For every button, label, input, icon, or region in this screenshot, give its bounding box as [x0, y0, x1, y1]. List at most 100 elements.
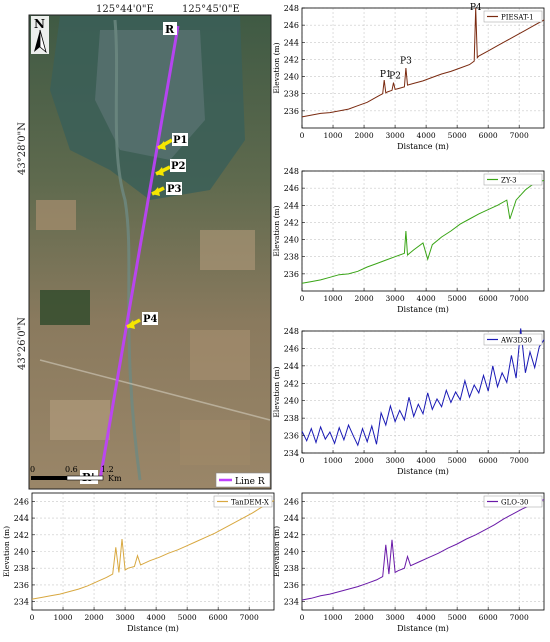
legend-label: GLO-30 [501, 499, 529, 507]
annotation-label: P2 [389, 72, 401, 82]
annotation-label: P4 [470, 3, 482, 13]
y-tick-label: 236 [284, 270, 299, 279]
x-tick-label: 2000 [355, 456, 374, 465]
x-tick-label: 3000 [386, 456, 405, 465]
plot-frame [301, 170, 545, 292]
y-tick-label: 244 [284, 514, 299, 523]
x-axis-label: Distance (m) [397, 142, 449, 151]
legend-box [213, 495, 273, 508]
x-tick-label: 0 [300, 131, 305, 140]
y-tick-label: 234 [14, 598, 29, 607]
coord-side-2: 43°26'0"N [17, 317, 28, 370]
x-tick-label: 3000 [386, 131, 405, 140]
x-tick-label: 4000 [417, 294, 436, 303]
y-tick-label: 238 [284, 564, 299, 573]
y-tick-label: 240 [284, 548, 299, 557]
x-tick-label: 0 [300, 294, 305, 303]
y-tick-label: 246 [14, 497, 29, 506]
chart-aw3d30: 234 236 238 240 242 244 246 248 0 1000 2000 3000 400… [272, 327, 545, 476]
point-label-p2: P2 [171, 161, 186, 172]
chart-piesat1: 236 238 240 242 244 246 248 0 1000 2000 3000 4000 50… [272, 3, 545, 151]
x-tick-label: 1000 [53, 613, 72, 622]
plot-frame [301, 7, 545, 129]
coord-top-1: 125°44'0"E [96, 4, 154, 15]
y-tick-label: 242 [284, 218, 299, 227]
chart-legend: ZY-3 [483, 173, 543, 186]
y-tick-label: 238 [284, 414, 299, 423]
x-tick-label: 7000 [510, 613, 529, 622]
x-tick-label: 5000 [448, 613, 467, 622]
x-tick-label: 6000 [209, 613, 228, 622]
marker-p1: P1 [157, 133, 188, 150]
y-tick-label: 236 [14, 581, 29, 590]
chart-legend: GLO-30 [483, 495, 543, 508]
plot-frame [301, 492, 545, 611]
x-tick-label: 0 [300, 456, 305, 465]
y-tick-label: 240 [284, 397, 299, 406]
north-label: N [34, 17, 45, 31]
x-tick-label: 7000 [240, 613, 259, 622]
y-tick-label: 242 [14, 531, 29, 540]
y-axis-label: Elevation (m) [272, 205, 281, 256]
y-tick-label: 244 [284, 38, 299, 47]
chart-zy3: 236 238 240 242 244 246 248 0 1000 2000 3000 4000 50… [272, 167, 545, 314]
x-tick-label: 6000 [479, 613, 498, 622]
scale-bar: 0 0.6 1.2 Km [30, 465, 122, 483]
y-axis-label: Elevation (m) [272, 526, 281, 577]
legend-label: AW3D30 [500, 337, 532, 345]
x-tick-label: 2000 [355, 294, 374, 303]
plot-frame [301, 330, 545, 454]
x-tick-label: 5000 [448, 294, 467, 303]
chart-tandemx: 234 236 238 240 242 244 246 0 1000 2000 3000 4000 50… [2, 492, 275, 633]
x-tick-label: 1000 [323, 294, 342, 303]
chart-legend: PIESAT-1 [483, 10, 543, 23]
x-tick-label: 1000 [323, 456, 342, 465]
y-tick-label: 240 [284, 236, 299, 245]
y-tick-label: 246 [284, 497, 299, 506]
point-label-p4: P4 [143, 314, 158, 325]
x-tick-label: 6000 [479, 456, 498, 465]
x-tick-label: 5000 [448, 456, 467, 465]
legend-box [483, 333, 543, 346]
y-tick-label: 244 [14, 514, 29, 523]
y-tick-label: 244 [284, 201, 299, 210]
series-line [301, 328, 545, 447]
legend-label: PIESAT-1 [501, 14, 534, 22]
x-tick-label: 0 [30, 613, 35, 622]
y-tick-label: 234 [284, 598, 299, 607]
profile-line-r [98, 25, 180, 481]
x-tick-label: 3000 [116, 613, 135, 622]
y-tick-label: 240 [14, 548, 29, 557]
x-tick-label: 1000 [323, 613, 342, 622]
legend-line-label: Line R [235, 477, 265, 487]
legend-box [483, 10, 543, 23]
y-tick-label: 236 [284, 107, 299, 116]
scale-unit: Km [108, 474, 122, 483]
y-tick-label: 238 [284, 90, 299, 99]
chart-glo30: 234 236 238 240 242 244 246 0 1000 2000 3000 4000 50… [272, 492, 545, 633]
line-start-label: R [165, 23, 175, 36]
x-tick-label: 7000 [510, 456, 529, 465]
y-tick-label: 246 [284, 184, 299, 193]
coord-side-1: 43°28'0"N [17, 122, 28, 175]
x-tick-label: 7000 [510, 294, 529, 303]
legend-box [483, 173, 543, 186]
y-tick-label: 238 [284, 253, 299, 262]
y-tick-label: 236 [284, 432, 299, 441]
y-axis-label: Elevation (m) [272, 42, 281, 93]
y-tick-label: 240 [284, 73, 299, 82]
legend-label: ZY-3 [501, 177, 517, 185]
x-tick-label: 3000 [386, 613, 405, 622]
x-tick-label: 5000 [448, 131, 467, 140]
scale-tick-0: 0 [30, 465, 35, 474]
annotation-label: P3 [400, 56, 412, 66]
legend-label: TanDEM-X [231, 499, 269, 507]
x-tick-label: 3000 [386, 294, 405, 303]
y-tick-label: 234 [284, 449, 299, 458]
map-legend: Line R [215, 472, 271, 488]
y-tick-label: 248 [284, 167, 299, 176]
x-tick-label: 4000 [147, 613, 166, 622]
x-axis-label: Distance (m) [397, 467, 449, 476]
series-line [301, 499, 545, 601]
